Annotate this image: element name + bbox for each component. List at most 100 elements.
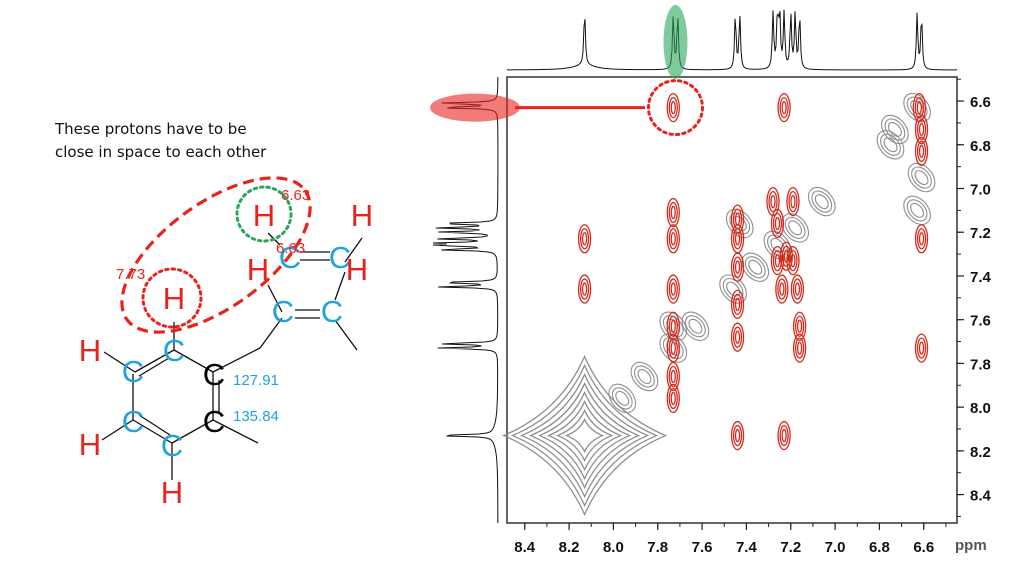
grey-contour bbox=[903, 195, 931, 226]
grey-contour bbox=[910, 202, 925, 218]
caption-line-2: close in space to each other bbox=[55, 143, 267, 161]
red-cross-peak bbox=[734, 260, 741, 274]
red-cross-peak bbox=[670, 282, 676, 296]
red-cross-peak bbox=[732, 326, 743, 348]
cross-peak-circle bbox=[646, 79, 704, 137]
carbon-shift-13584: 135.84 bbox=[233, 408, 279, 425]
grey-contour bbox=[615, 390, 630, 406]
grey-contour bbox=[630, 361, 659, 392]
red-cross-peak bbox=[581, 232, 588, 246]
atom-h-663-b: H bbox=[247, 252, 269, 287]
atom-h-ring2-b: H bbox=[346, 252, 368, 287]
contour-peaks bbox=[501, 92, 936, 517]
red-cross-peak bbox=[770, 194, 776, 209]
red-cross-peak bbox=[577, 274, 592, 304]
spatial-proximity-ellipse bbox=[120, 176, 312, 334]
atom-h-663-a: H bbox=[253, 198, 275, 233]
y-tick-label: 6.8 bbox=[970, 138, 991, 155]
red-cross-peak bbox=[666, 224, 680, 254]
red-cross-peak bbox=[579, 228, 590, 250]
red-cross-peak bbox=[730, 322, 745, 352]
diagonal-solvent-contour bbox=[546, 399, 623, 472]
y-tick-label: 8.2 bbox=[970, 444, 991, 461]
red-cross-peak bbox=[781, 100, 787, 115]
red-cross-peak bbox=[579, 278, 590, 300]
red-cross-peak bbox=[916, 337, 927, 359]
red-cross-peak bbox=[779, 241, 793, 271]
atom-c-ring1-c: C bbox=[203, 357, 225, 392]
grey-contour bbox=[611, 387, 633, 410]
diagonal-solvent-contour bbox=[519, 372, 650, 499]
red-cross-peak bbox=[794, 282, 801, 296]
x-tick-label: 8.4 bbox=[514, 539, 536, 556]
red-cross-peak bbox=[790, 253, 796, 268]
diagonal-solvent-contour bbox=[555, 409, 614, 463]
atom-c-ring2-b: C bbox=[329, 240, 351, 275]
red-cross-peak bbox=[786, 245, 800, 276]
red-cross-peak bbox=[670, 232, 676, 246]
grey-contour bbox=[659, 333, 688, 363]
grey-contour bbox=[881, 114, 909, 145]
bond-ring2-h bbox=[344, 237, 363, 263]
red-cross-peak bbox=[914, 96, 924, 119]
red-cross-peak bbox=[792, 311, 807, 341]
grey-contour bbox=[906, 199, 928, 222]
red-cross-peak bbox=[918, 341, 925, 355]
red-cross-peak bbox=[734, 297, 741, 312]
red-cross-peak bbox=[666, 383, 680, 414]
red-cross-peak bbox=[770, 245, 785, 276]
red-cross-peak bbox=[916, 100, 922, 115]
red-cross-peak bbox=[914, 136, 929, 166]
x-tick-label: 8.2 bbox=[559, 539, 580, 556]
atom-symbols: H C H C C C C H C H H H H C C H C C bbox=[79, 198, 373, 510]
atom-c-ring1-e: C bbox=[203, 404, 225, 439]
bond-c3-methyl bbox=[212, 419, 259, 444]
red-cross-peak bbox=[783, 249, 789, 263]
red-cross-peak bbox=[668, 96, 678, 119]
red-cross-peak bbox=[670, 369, 676, 384]
red-cross-peak bbox=[779, 424, 789, 447]
red-cross-peak bbox=[666, 274, 680, 304]
red-cross-peak bbox=[916, 140, 927, 162]
grey-contour bbox=[876, 130, 905, 160]
grey-contour bbox=[659, 311, 688, 341]
x-tick-label: 7.6 bbox=[692, 539, 713, 556]
f2-projection-trace bbox=[506, 9, 958, 71]
red-cross-peak bbox=[914, 224, 929, 254]
red-cross-peak bbox=[775, 274, 789, 304]
atom-c-ring1-a: C bbox=[163, 333, 185, 368]
diagonal-solvent-contour bbox=[564, 418, 605, 454]
y-tick-label: 7.2 bbox=[970, 225, 991, 242]
atom-h-ring1-b: H bbox=[79, 427, 101, 462]
red-cross-peak bbox=[914, 114, 929, 145]
red-cross-peak bbox=[730, 420, 745, 451]
grey-contour bbox=[634, 365, 655, 388]
red-cross-peak bbox=[577, 224, 592, 254]
x-tick-label: 7.8 bbox=[647, 539, 668, 556]
x-tick-label: 7.4 bbox=[736, 539, 758, 556]
f1-projection-trace bbox=[432, 76, 499, 524]
atom-h-ring1-c: H bbox=[161, 475, 183, 510]
red-cross-peak bbox=[779, 282, 785, 296]
red-cross-peak bbox=[668, 337, 678, 359]
bond-ring2-c bbox=[334, 271, 346, 301]
red-cross-peak bbox=[666, 361, 680, 392]
red-cross-peak bbox=[918, 122, 925, 137]
red-cross-peak bbox=[777, 278, 787, 300]
y-tick-label: 7.0 bbox=[970, 182, 991, 199]
red-cross-peak bbox=[732, 424, 743, 447]
caption: These protons have to be close in space … bbox=[55, 118, 315, 164]
bond-c1-c6-double bbox=[138, 357, 170, 377]
bond-c5-c4 bbox=[132, 419, 173, 444]
red-cross-peak bbox=[668, 228, 678, 250]
atom-c-ring2-c: C bbox=[272, 294, 294, 329]
grey-contour bbox=[637, 369, 652, 384]
red-cross-peak bbox=[770, 208, 785, 239]
y-tick-label: 7.6 bbox=[970, 313, 991, 330]
red-highlight-row bbox=[430, 93, 520, 122]
y-tick-label: 7.4 bbox=[970, 269, 992, 286]
red-cross-peak bbox=[730, 252, 745, 282]
red-cross-peak bbox=[668, 201, 678, 224]
red-cross-peak bbox=[790, 274, 805, 304]
